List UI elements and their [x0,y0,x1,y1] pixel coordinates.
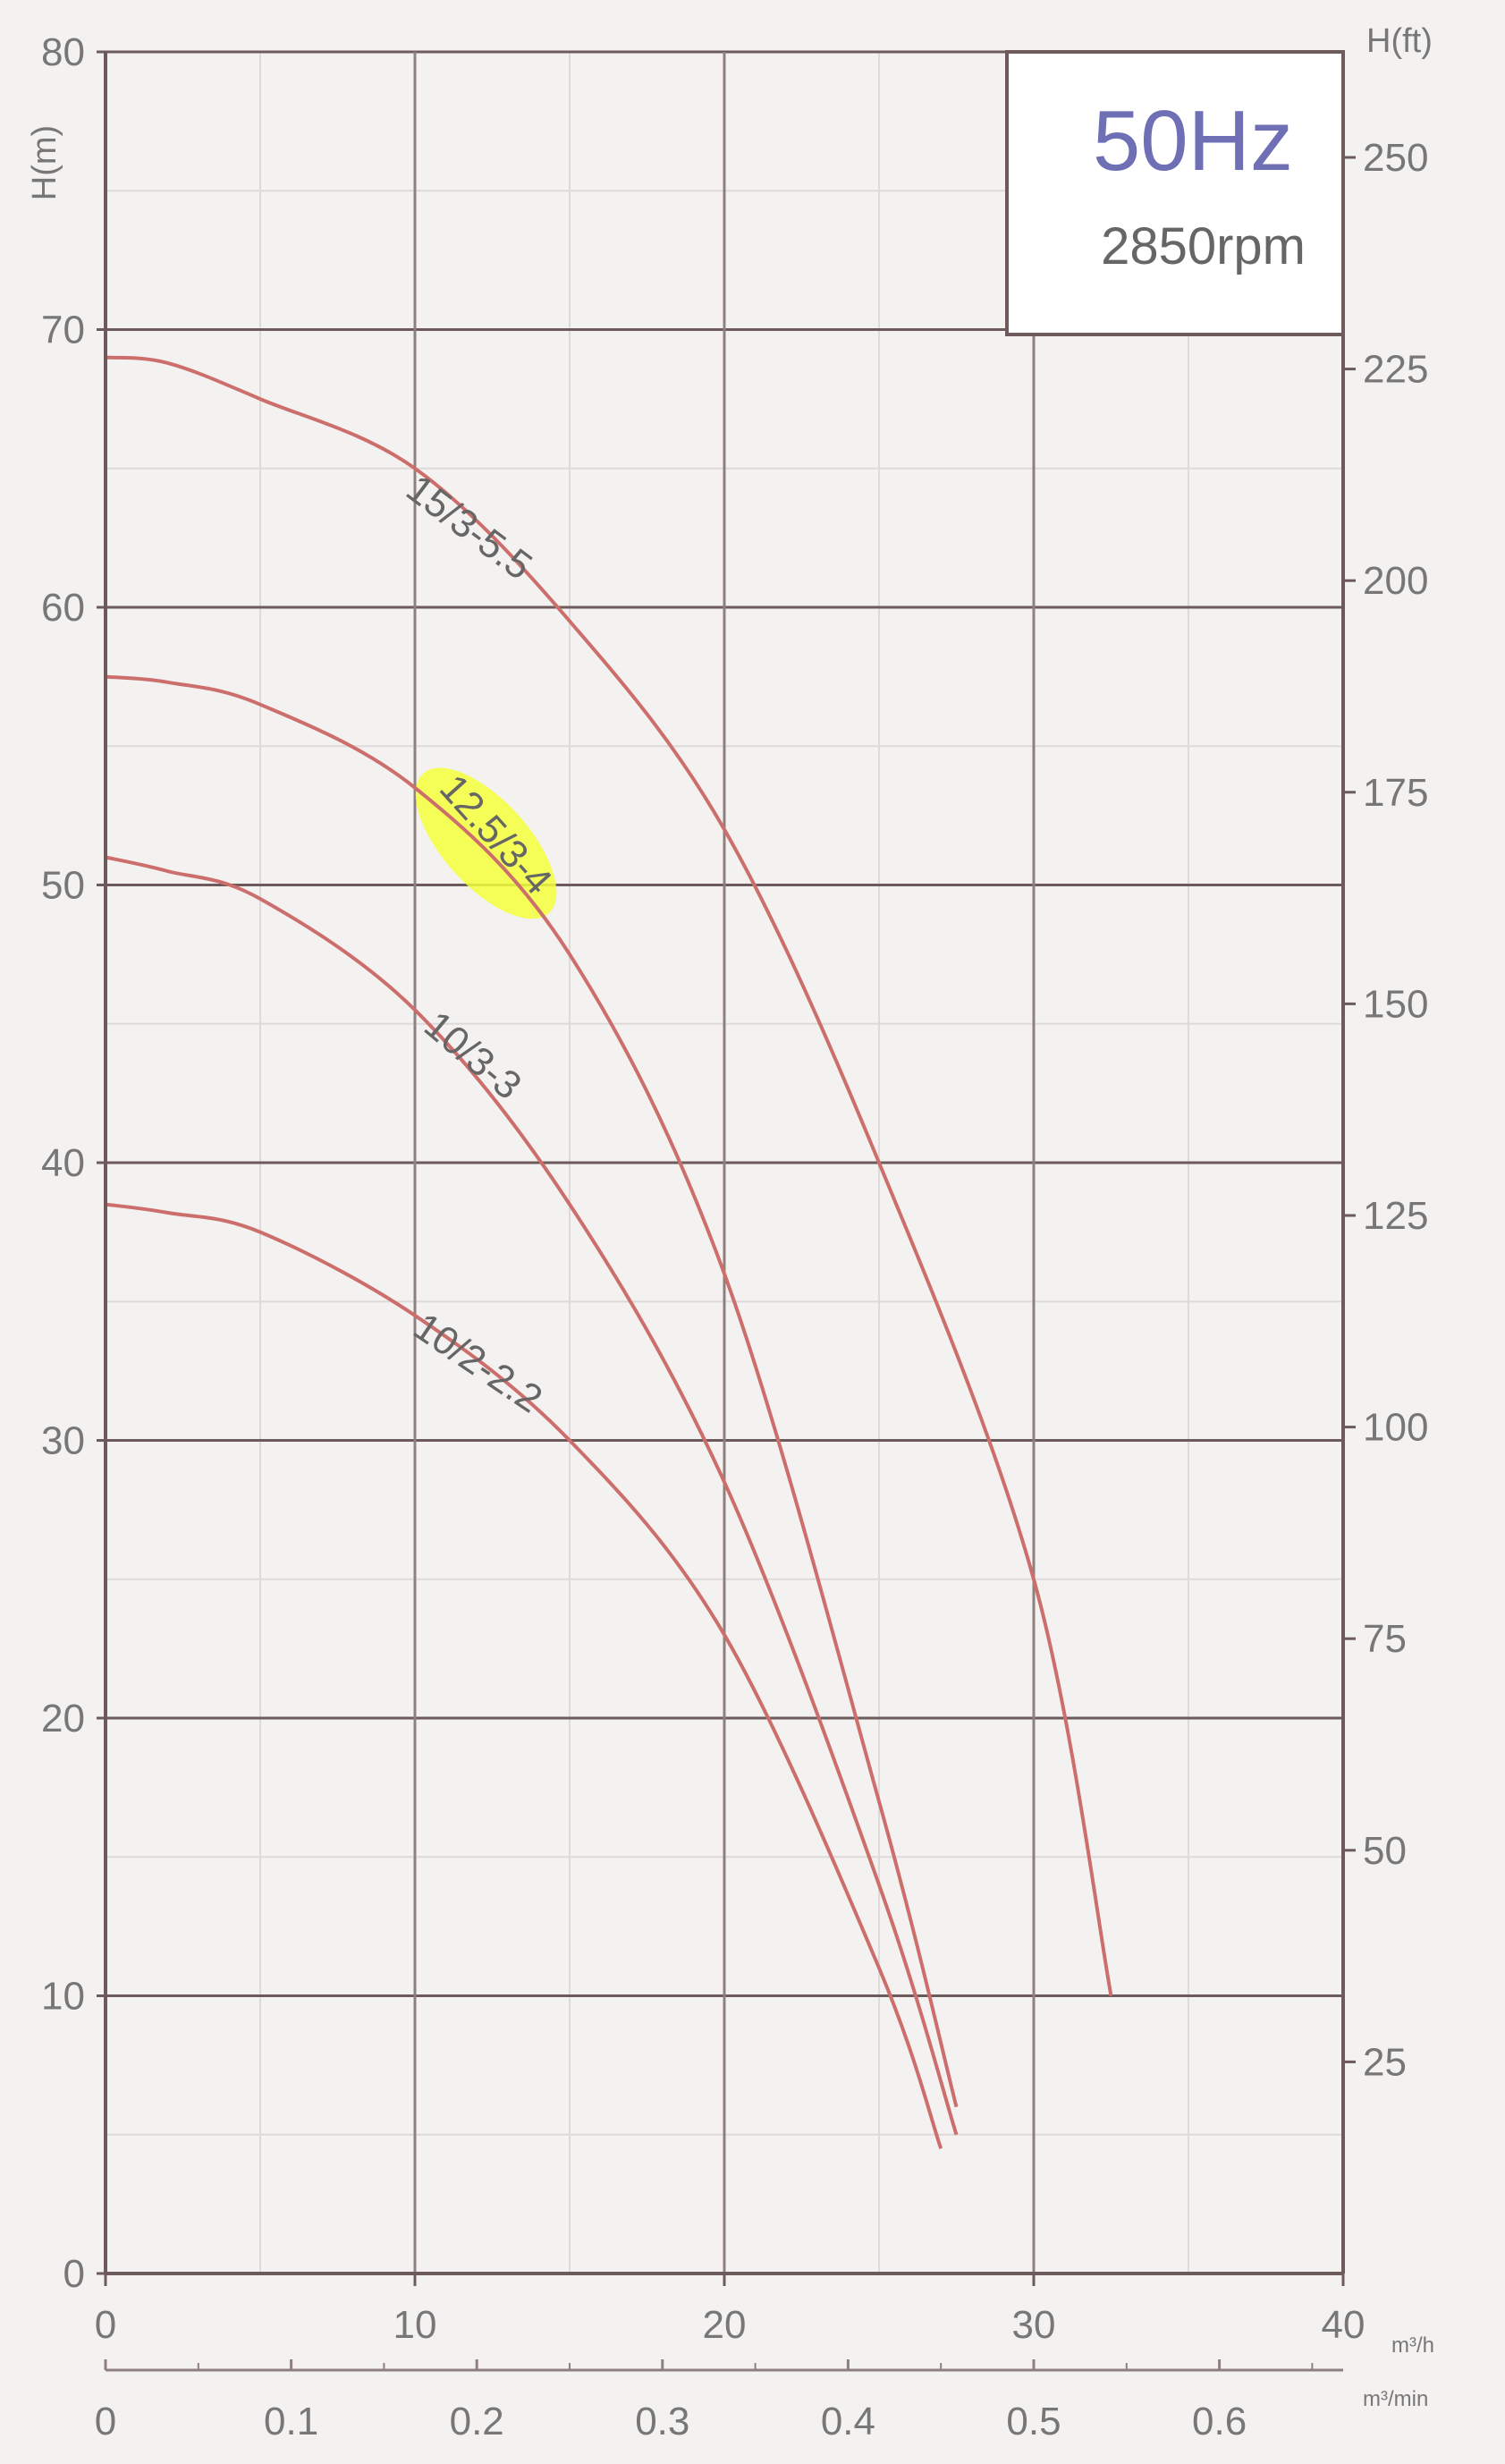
curve-10-2-2-2 [105,1202,943,2149]
y-right-tick-label: 225 [1363,348,1428,392]
curve-12-5-3-4 [105,674,959,2108]
y-left-tick-label: 20 [41,1697,85,1740]
y-right-tick-label: 50 [1363,1829,1407,1873]
y-left-tick-label: 40 [41,1141,85,1185]
y-right-tick-label: 100 [1363,1406,1428,1450]
x-secondary-tick-label: 0.1 [264,2400,318,2443]
x-secondary-tick-label: 0.4 [821,2400,875,2443]
y-left-tick-label: 0 [63,2252,85,2296]
y-right-tick-label: 25 [1363,2040,1407,2084]
x-secondary-tick-label: 0.5 [1006,2400,1061,2443]
x-secondary-tick-label: 0.3 [635,2400,689,2443]
x-primary-tick-label: 10 [393,2303,437,2347]
x-primary-tick-label: 20 [703,2303,747,2347]
y-right-tick-label: 250 [1363,136,1428,180]
y-left-tick-label: 10 [41,1975,85,2019]
y-left-axis-label: H(m) [26,125,63,200]
x-primary-tick-label: 30 [1012,2303,1056,2347]
major-grid [106,50,1343,2273]
x-primary-tick-label: 40 [1322,2303,1365,2347]
y-right-tick-label: 200 [1363,559,1428,603]
rpm-label: 2850rpm [1101,217,1306,275]
curve-15-3-5-5 [105,355,1113,1996]
y-left-tick-label: 50 [41,864,85,908]
y-right-tick-label: 75 [1363,1617,1407,1661]
y-left-tick-label: 70 [41,309,85,352]
y-right-tick-label: 125 [1363,1194,1428,1238]
y-right-axis-label: H(ft) [1366,22,1433,60]
y-right-tick-label: 175 [1363,771,1428,815]
x-secondary-tick-label: 0 [95,2400,116,2443]
axes: 0102030405060708025507510012515017520022… [41,30,1428,2443]
info-box-frame [1005,50,1345,336]
info-box: 50Hz 2850rpm [1005,50,1345,336]
frequency-label: 50Hz [1093,93,1293,189]
y-left-tick-label: 80 [41,30,85,74]
y-left-tick-label: 60 [41,586,85,630]
highlight-marker [415,767,557,919]
x-primary-unit-label: m³/h [1391,2333,1434,2358]
curves [105,355,1113,2149]
x-secondary-unit-label: m³/min [1363,2387,1428,2411]
y-right-tick-label: 150 [1363,982,1428,1026]
curve-10-3-3 [105,855,959,2136]
x-primary-tick-label: 0 [95,2303,116,2347]
y-left-tick-label: 30 [41,1419,85,1463]
x-secondary-tick-label: 0.2 [450,2400,504,2443]
x-secondary-tick-label: 0.6 [1192,2400,1247,2443]
